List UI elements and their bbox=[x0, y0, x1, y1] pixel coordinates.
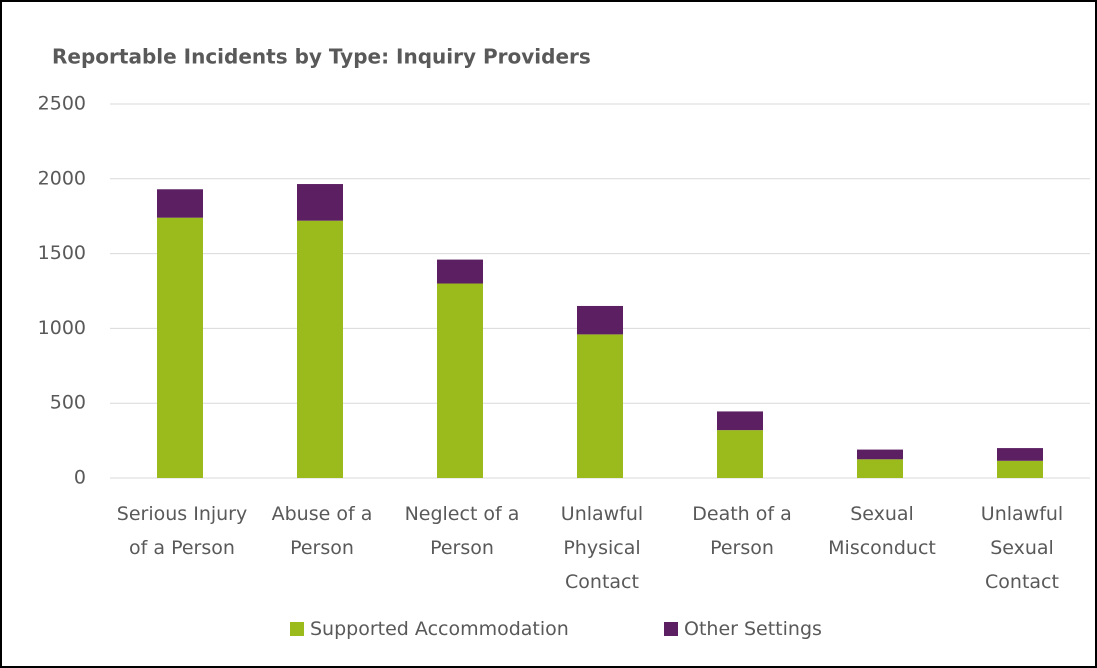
bar-segment bbox=[857, 449, 903, 460]
x-tick-label: Unlawful Physical Contact bbox=[560, 503, 644, 593]
y-tick-label: 500 bbox=[50, 392, 86, 414]
x-tick-label: Sexual Misconduct bbox=[828, 503, 936, 559]
bar-segment bbox=[577, 305, 623, 335]
x-tick-label: Abuse of a Person bbox=[271, 503, 373, 559]
bar-segment bbox=[297, 220, 343, 479]
bar-segment bbox=[157, 217, 203, 479]
bar-segment bbox=[717, 430, 763, 478]
legend-swatch bbox=[290, 622, 304, 636]
bar-segment bbox=[297, 184, 343, 221]
chart-title: Reportable Incidents by Type: Inquiry Pr… bbox=[52, 45, 591, 69]
legend-swatch bbox=[664, 622, 678, 636]
bar-segment bbox=[577, 334, 623, 478]
x-tick-label: Unlawful Sexual Contact bbox=[980, 503, 1064, 593]
x-tick-label: Neglect of a Person bbox=[404, 503, 520, 559]
legend-item: Other Settings bbox=[664, 618, 822, 640]
legend-label: Supported Accommodation bbox=[310, 618, 569, 640]
bar-segment bbox=[717, 411, 763, 431]
legend-item: Supported Accommodation bbox=[290, 618, 569, 640]
y-tick-label: 0 bbox=[74, 467, 86, 489]
bar-segment bbox=[437, 283, 483, 478]
bar-segment bbox=[997, 448, 1043, 461]
bar-segment bbox=[437, 259, 483, 284]
y-tick-label: 2000 bbox=[38, 167, 86, 189]
legend-label: Other Settings bbox=[684, 618, 822, 640]
bar-segment bbox=[157, 189, 203, 218]
y-tick-label: 1500 bbox=[38, 242, 86, 264]
x-tick-label: Serious Injury of a Person bbox=[116, 503, 248, 559]
bar-segment bbox=[857, 459, 903, 478]
y-tick-label: 1000 bbox=[38, 317, 86, 339]
x-tick-label: Death of a Person bbox=[692, 503, 792, 559]
y-tick-label: 2500 bbox=[38, 93, 86, 115]
bar-segment bbox=[997, 460, 1043, 478]
